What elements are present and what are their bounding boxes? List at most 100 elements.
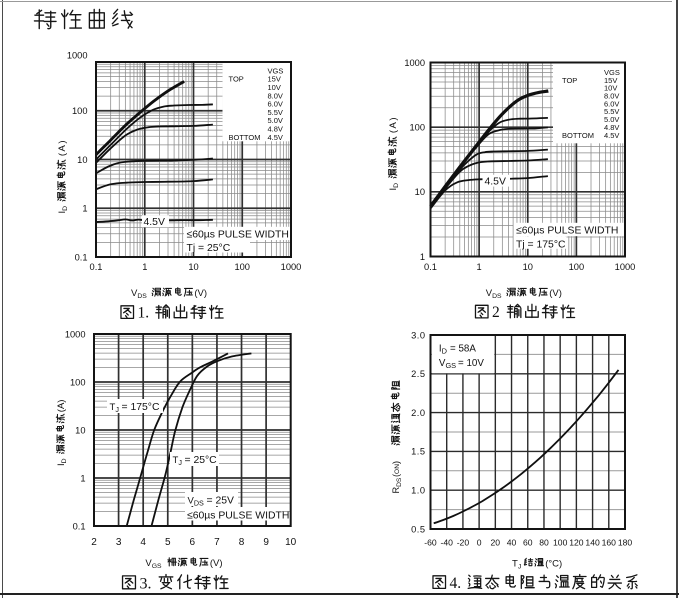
svg-text:ID: ID: [57, 206, 69, 214]
svg-text:3.: 3.: [140, 576, 152, 593]
svg-text:8.0V: 8.0V: [268, 91, 283, 100]
svg-text:10V: 10V: [604, 84, 617, 93]
svg-text:TJ: TJ: [110, 402, 120, 414]
svg-text:(A): (A): [57, 139, 68, 156]
svg-text:10: 10: [523, 262, 533, 272]
svg-text:100: 100: [553, 538, 568, 548]
svg-text:1.0: 1.0: [411, 486, 425, 496]
svg-text:BOTTOM: BOTTOM: [562, 131, 594, 140]
svg-text:(V): (V): [549, 288, 562, 299]
svg-text:VGS: VGS: [268, 66, 284, 75]
svg-text:TOP: TOP: [562, 76, 577, 85]
svg-text:2: 2: [492, 304, 500, 321]
svg-text:4.5V: 4.5V: [268, 133, 283, 142]
svg-text:ID: ID: [439, 344, 447, 356]
svg-text:10: 10: [285, 537, 297, 548]
svg-text:= 25V: = 25V: [207, 496, 235, 507]
svg-text:-20: -20: [457, 538, 470, 548]
svg-text:80: 80: [539, 538, 549, 548]
svg-text:0.1: 0.1: [75, 252, 88, 262]
svg-text:VGS: VGS: [604, 68, 620, 77]
svg-text:0.5: 0.5: [411, 524, 425, 534]
svg-text:0.1: 0.1: [424, 262, 437, 272]
svg-text:10V: 10V: [268, 83, 281, 92]
svg-text:15V: 15V: [604, 76, 617, 85]
svg-text:Tj = 25°C: Tj = 25°C: [187, 243, 231, 254]
svg-text:5.0V: 5.0V: [268, 116, 283, 125]
svg-text:4.: 4.: [450, 575, 462, 592]
svg-text:10: 10: [77, 155, 87, 165]
svg-text:= 10V: = 10V: [458, 358, 484, 369]
svg-text:≤60µs PULSE WIDTH: ≤60µs PULSE WIDTH: [516, 225, 618, 236]
svg-text:140: 140: [585, 538, 600, 548]
svg-text:3: 3: [116, 537, 122, 548]
svg-text:= 25°C: = 25°C: [185, 455, 218, 466]
svg-text:10: 10: [415, 187, 425, 197]
svg-text:1: 1: [477, 262, 482, 272]
svg-text:6: 6: [190, 537, 196, 548]
svg-text:(°C): (°C): [545, 559, 562, 570]
svg-text:0.1: 0.1: [90, 262, 103, 272]
svg-text:VGS: VGS: [439, 358, 456, 370]
svg-text:6.0V: 6.0V: [268, 100, 283, 109]
svg-text:8: 8: [239, 537, 245, 548]
svg-text:(V): (V): [210, 558, 223, 569]
svg-text:(A): (A): [56, 400, 67, 413]
svg-text:-60: -60: [424, 538, 437, 548]
svg-text:4.8V: 4.8V: [604, 123, 619, 132]
svg-text:5.5V: 5.5V: [268, 108, 283, 117]
svg-text:20: 20: [491, 538, 501, 548]
svg-text:5.0V: 5.0V: [604, 115, 619, 124]
svg-text:100: 100: [72, 106, 88, 116]
svg-text:3.0: 3.0: [411, 330, 425, 340]
svg-text:≤60µs PULSE WIDTH: ≤60µs PULSE WIDTH: [187, 229, 289, 240]
svg-text:4: 4: [140, 537, 146, 548]
svg-text:100: 100: [234, 262, 250, 272]
svg-text:ID: ID: [56, 458, 68, 466]
svg-text:(ON): (ON): [391, 461, 401, 477]
svg-text:1.5: 1.5: [411, 447, 425, 457]
svg-text:1: 1: [420, 252, 425, 262]
svg-text:1: 1: [142, 262, 147, 272]
svg-text:5.5V: 5.5V: [604, 107, 619, 116]
svg-text:120: 120: [569, 538, 584, 548]
svg-text:-40: -40: [440, 538, 453, 548]
svg-text:1000: 1000: [404, 58, 425, 68]
svg-text:1000: 1000: [281, 262, 302, 272]
svg-text:2.0: 2.0: [411, 408, 425, 418]
svg-text:60: 60: [523, 538, 533, 548]
svg-text:180: 180: [618, 538, 633, 548]
svg-text:40: 40: [507, 538, 517, 548]
svg-text:160: 160: [602, 538, 617, 548]
svg-text:BOTTOM: BOTTOM: [229, 133, 261, 142]
svg-text:ID: ID: [388, 183, 400, 191]
svg-text:5: 5: [165, 537, 171, 548]
svg-text:4.5V: 4.5V: [485, 176, 506, 187]
svg-text:1: 1: [80, 473, 85, 483]
svg-text:Tj = 175°C: Tj = 175°C: [516, 239, 566, 250]
svg-text:4.5V: 4.5V: [144, 217, 165, 228]
svg-text:4.8V: 4.8V: [268, 125, 283, 134]
svg-text:1000: 1000: [67, 51, 88, 61]
svg-text:0: 0: [477, 538, 482, 548]
svg-text:10: 10: [75, 425, 85, 435]
svg-text:= 58A: = 58A: [450, 344, 476, 355]
svg-text:2.5: 2.5: [411, 369, 425, 379]
svg-text:8.0V: 8.0V: [604, 92, 619, 101]
svg-text:7: 7: [214, 537, 220, 548]
svg-text:15V: 15V: [268, 75, 281, 84]
svg-text:9: 9: [263, 537, 269, 548]
svg-text:≤60µs PULSE WIDTH: ≤60µs PULSE WIDTH: [187, 511, 289, 522]
svg-text:2: 2: [91, 537, 97, 548]
svg-text:1: 1: [82, 204, 87, 214]
svg-text:TJ: TJ: [173, 455, 183, 467]
svg-text:1000: 1000: [615, 262, 636, 272]
svg-text:(A): (A): [388, 116, 399, 133]
svg-text:0.1: 0.1: [73, 521, 86, 531]
svg-text:10: 10: [188, 262, 198, 272]
svg-text:4.5V: 4.5V: [604, 131, 619, 140]
svg-text:1.: 1.: [138, 305, 150, 322]
svg-text:= 175°C: = 175°C: [122, 402, 160, 413]
svg-text:RDS: RDS: [391, 477, 403, 493]
svg-text:100: 100: [569, 262, 585, 272]
